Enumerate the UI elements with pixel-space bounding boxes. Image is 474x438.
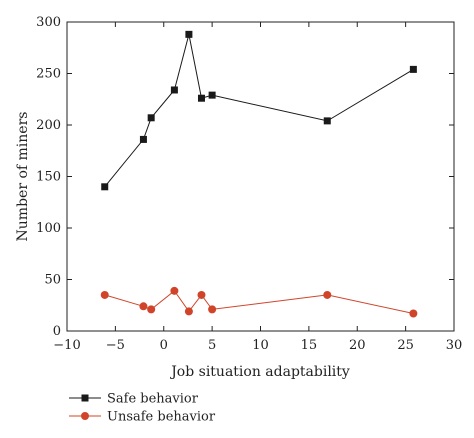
legend-marker	[81, 394, 89, 402]
data-point	[409, 65, 417, 73]
data-point	[101, 183, 109, 191]
x-tick-label: 0	[160, 338, 168, 353]
y-tick-label: 100	[36, 221, 61, 236]
x-tick-label: 10	[252, 338, 269, 353]
plot-frame	[66, 21, 455, 332]
data-point	[170, 286, 179, 295]
legend-item: Safe behavior	[69, 392, 199, 407]
y-tick-label: 0	[53, 324, 61, 339]
x-tick-label: 25	[397, 338, 414, 353]
y-axis-title: Number of miners	[15, 112, 31, 242]
y-tick-label: 250	[36, 67, 61, 82]
x-tick-label: 15	[301, 338, 318, 353]
x-tick-label: 5	[208, 338, 216, 353]
y-tick-label: 150	[36, 170, 61, 185]
legend-label: Safe behavior	[107, 392, 199, 407]
x-tick-label: −10	[53, 338, 80, 353]
data-point	[323, 117, 331, 125]
y-tick-label: 50	[44, 273, 61, 288]
data-point	[147, 114, 155, 122]
x-tick-label: 20	[349, 338, 366, 353]
x-tick-label: 30	[446, 338, 463, 353]
data-point	[185, 30, 193, 38]
series-unsafe	[100, 286, 418, 318]
legend-label: Unsafe behavior	[107, 410, 216, 425]
data-point	[170, 86, 178, 94]
data-point	[100, 290, 109, 299]
data-point	[139, 302, 148, 311]
data-point	[409, 309, 418, 318]
series-safe	[101, 30, 417, 191]
data-point	[323, 290, 332, 299]
data-point	[184, 307, 193, 316]
legend: Safe behavior Unsafe behavior	[69, 392, 216, 425]
data-point	[197, 94, 205, 102]
x-tick-label: −5	[106, 338, 125, 353]
data-point	[139, 135, 147, 143]
data-point	[197, 290, 206, 299]
legend-marker	[81, 412, 89, 420]
y-tick-label: 200	[36, 118, 61, 133]
series-layer	[100, 30, 418, 318]
data-point	[208, 305, 217, 314]
data-point	[208, 91, 216, 99]
data-point	[147, 305, 156, 314]
legend-item: Unsafe behavior	[69, 410, 216, 425]
x-axis-title: Job situation adaptability	[169, 364, 350, 380]
series-line	[104, 34, 414, 188]
y-tick-label: 300	[36, 15, 61, 30]
